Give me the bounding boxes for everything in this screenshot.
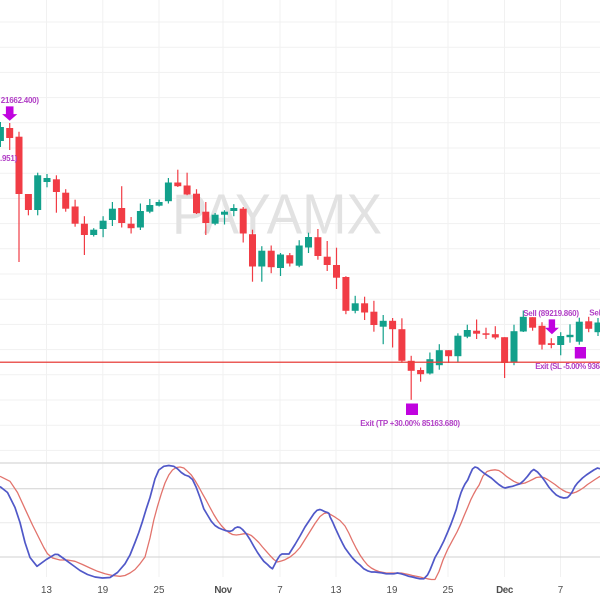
svg-text:25: 25 — [443, 585, 454, 596]
svg-text:Sell (9: Sell (9 — [589, 308, 600, 317]
svg-text:.951): .951) — [0, 154, 18, 163]
svg-text:Exit (SL -5.00% 93643.297): Exit (SL -5.00% 93643.297) — [535, 362, 600, 371]
svg-text:19: 19 — [97, 585, 108, 596]
svg-text:7: 7 — [558, 585, 563, 596]
svg-text:19: 19 — [387, 585, 398, 596]
svg-text:13: 13 — [41, 585, 52, 596]
svg-text:Nov: Nov — [214, 585, 232, 596]
svg-text:Sell (89219.860): Sell (89219.860) — [523, 309, 579, 318]
svg-text:21662.400): 21662.400) — [1, 96, 40, 105]
svg-text:13: 13 — [331, 585, 342, 596]
svg-text:7: 7 — [277, 585, 282, 596]
svg-text:Exit (TP +30.00% 85163.680): Exit (TP +30.00% 85163.680) — [360, 419, 460, 428]
svg-text:25: 25 — [154, 585, 165, 596]
svg-text:Dec: Dec — [496, 585, 514, 596]
